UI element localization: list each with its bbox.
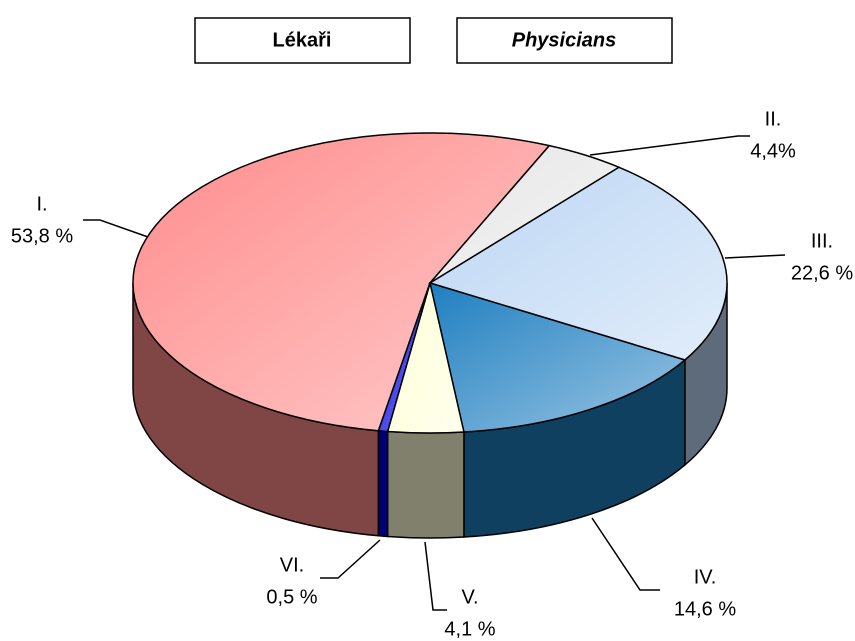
slice [377,282,431,433]
title-box [194,17,411,64]
chart-title: Lékaři [273,29,332,51]
slice [132,132,551,432]
category-label: II. [765,108,782,130]
value-label: 22,6 % [791,262,853,284]
slice [428,166,728,361]
labels: I. 53,8 % II. 4,4% III. 22,6 % IV. 14,6 % V. 4,1 … [11,108,853,640]
value-label: 4,1 % [444,618,495,640]
category-label: I. [36,193,47,215]
category-label: VI. [280,554,304,576]
pie-tops [132,132,728,434]
leader-line [589,135,750,156]
value-label: 14,6 % [674,598,736,620]
category-label: III. [811,230,833,252]
category-label: IV. [694,566,717,588]
leader-line [724,254,786,259]
slice-side [386,430,465,539]
chart-subtitle: Physicians [512,29,617,51]
category-label: V. [461,586,478,608]
value-label: 4,4% [750,140,796,162]
slice-side [377,429,389,538]
leader-line [83,219,149,238]
leader-line [591,517,660,591]
pie-sides [132,282,728,539]
value-label: 0,5 % [266,586,317,608]
subtitle-box [456,17,673,64]
leader-line [320,539,381,579]
value-label: 53,8 % [11,225,73,247]
leader-line [424,541,447,611]
slice [428,281,687,433]
